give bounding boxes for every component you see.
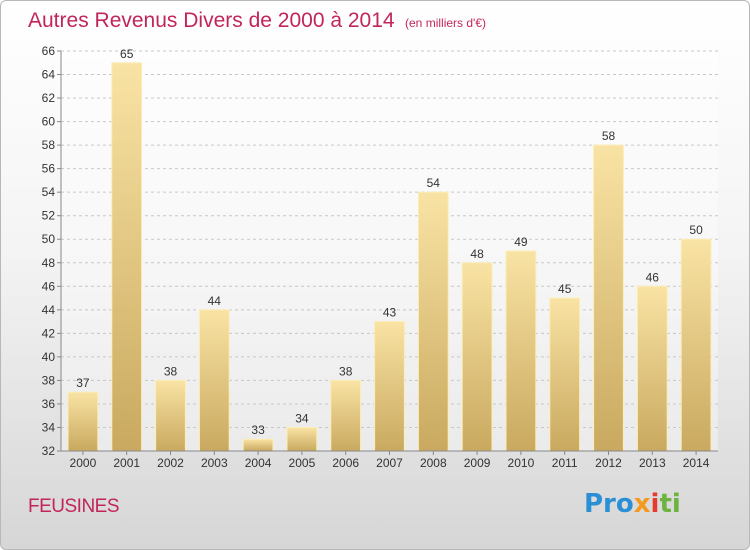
axes: 32 34 36 38 40 42 44 46 48 50 52 54 56 58 60 62 64 66 2000… bbox=[42, 44, 718, 470]
y-tick-label: 50 bbox=[42, 232, 56, 246]
x-tick-label: 2006 bbox=[332, 456, 359, 470]
data-label: 38 bbox=[339, 364, 353, 378]
data-label: 38 bbox=[164, 364, 178, 378]
bar-2000 bbox=[67, 391, 99, 452]
data-label: 54 bbox=[427, 176, 441, 190]
data-label: 48 bbox=[470, 247, 484, 261]
x-tick-label: 2009 bbox=[464, 456, 491, 470]
y-tick-label: 54 bbox=[42, 185, 56, 199]
bar-2010 bbox=[505, 250, 537, 452]
y-tick-label: 56 bbox=[42, 162, 56, 176]
data-label: 49 bbox=[514, 235, 528, 249]
data-labels: 37 65 38 44 33 34 38 43 54 48 49 45 58 46 50 bbox=[76, 47, 703, 437]
y-tick-label: 32 bbox=[42, 444, 56, 458]
y-tick-label: 48 bbox=[42, 256, 56, 270]
chart-title-main: Autres Revenus Divers de 2000 à 2014 bbox=[28, 9, 395, 32]
y-tick-label: 62 bbox=[42, 91, 56, 105]
y-tick-label: 52 bbox=[42, 209, 56, 223]
data-label: 33 bbox=[251, 423, 265, 437]
y-tick-label: 38 bbox=[42, 373, 56, 387]
chart-title-unit: (en milliers d'€) bbox=[405, 16, 486, 30]
y-tick-label: 58 bbox=[42, 138, 56, 152]
x-tick-label: 2013 bbox=[639, 456, 666, 470]
x-tick-label: 2005 bbox=[289, 456, 316, 470]
bar-2004 bbox=[242, 438, 274, 452]
bar-2006 bbox=[330, 379, 362, 452]
y-tick-label: 44 bbox=[42, 303, 56, 317]
x-tick-label: 2001 bbox=[113, 456, 140, 470]
x-tick-label: 2008 bbox=[420, 456, 447, 470]
x-tick-label: 2000 bbox=[70, 456, 97, 470]
bar-2008 bbox=[417, 191, 449, 452]
data-label: 65 bbox=[120, 47, 134, 61]
data-label: 58 bbox=[602, 129, 616, 143]
logo-part-4: ti bbox=[659, 489, 681, 519]
bar-2012 bbox=[593, 144, 624, 452]
bar-2001 bbox=[111, 62, 143, 452]
bar-2005 bbox=[286, 426, 318, 452]
data-label: 37 bbox=[76, 376, 90, 390]
y-tick-label: 64 bbox=[42, 68, 56, 82]
y-tick-label: 66 bbox=[42, 44, 56, 58]
data-label: 43 bbox=[383, 306, 397, 320]
y-tick-label: 40 bbox=[42, 350, 56, 364]
data-label: 50 bbox=[689, 223, 703, 237]
bar-2011 bbox=[549, 297, 581, 452]
proxiti-logo: Proxiti bbox=[584, 489, 681, 519]
commune-name: FEUSINES bbox=[28, 496, 120, 517]
bar-2014 bbox=[680, 238, 712, 452]
bar-2002 bbox=[155, 379, 186, 452]
x-tick-label: 2014 bbox=[683, 456, 710, 470]
logo-part-1: Pro bbox=[584, 489, 634, 519]
bars bbox=[67, 62, 712, 452]
bar-2007 bbox=[374, 321, 405, 452]
logo-part-2: x bbox=[633, 489, 651, 519]
logo-part-3: i bbox=[650, 489, 660, 519]
y-tick-label: 46 bbox=[42, 279, 56, 293]
y-tick-label: 60 bbox=[42, 115, 56, 129]
x-tick-label: 2004 bbox=[245, 456, 272, 470]
x-tick-label: 2012 bbox=[595, 456, 622, 470]
x-tick-label: 2007 bbox=[376, 456, 403, 470]
x-tick-label: 2011 bbox=[552, 456, 578, 470]
bar-2009 bbox=[461, 262, 493, 452]
data-label: 44 bbox=[208, 294, 222, 308]
data-label: 34 bbox=[295, 411, 309, 425]
data-label: 46 bbox=[646, 270, 660, 284]
y-tick-label: 36 bbox=[42, 397, 56, 411]
bar-2003 bbox=[198, 309, 230, 452]
x-tick-label: 2010 bbox=[508, 456, 535, 470]
x-tick-label: 2002 bbox=[157, 456, 184, 470]
x-tick-label: 2003 bbox=[201, 456, 228, 470]
y-tick-label: 42 bbox=[42, 326, 56, 340]
chart-title: Autres Revenus Divers de 2000 à 2014 (en… bbox=[28, 9, 486, 33]
data-label: 45 bbox=[558, 282, 572, 296]
y-tick-label: 34 bbox=[42, 420, 56, 434]
bar-2013 bbox=[636, 285, 668, 452]
